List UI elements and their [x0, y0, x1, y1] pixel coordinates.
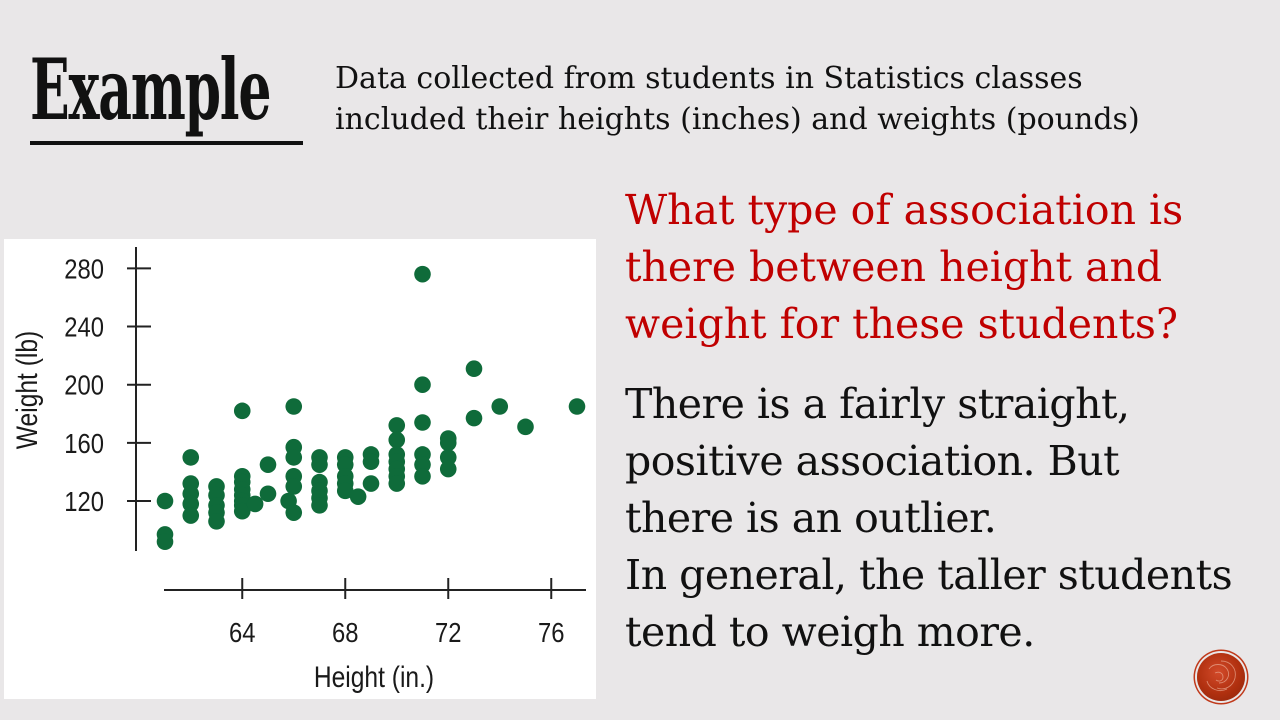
swirl-icon	[1206, 660, 1236, 692]
x-axis-label: Height (in.)	[314, 660, 434, 694]
scatter-chart: 120 160 200 240 280 64 68 72 76 Height (in.) Wei…	[10, 247, 586, 694]
data-point	[349, 488, 367, 505]
data-point	[182, 495, 200, 513]
data-point	[439, 434, 457, 452]
data-point	[182, 449, 200, 466]
data-point	[465, 360, 483, 377]
y-axis-label: Weight (lb)	[10, 331, 44, 449]
y-tick-label: 120	[64, 485, 104, 517]
data-point	[388, 431, 406, 449]
question-line: weight for these students?	[625, 300, 1178, 348]
data-point	[414, 467, 431, 485]
answer-line: There is a fairly straight,	[625, 380, 1130, 428]
data-point	[259, 456, 277, 473]
next-slide-button[interactable]	[1197, 653, 1245, 701]
x-tick-label: 68	[332, 616, 358, 648]
data-point	[233, 402, 251, 420]
slide-title: Example	[30, 40, 271, 139]
question-line: What type of association is	[625, 186, 1184, 234]
y-tick-label: 200	[64, 369, 104, 401]
answer-text: There is a fairly straight, positive ass…	[625, 376, 1275, 661]
data-point	[208, 513, 225, 530]
slide-subtitle: Data collected from students in Statisti…	[335, 58, 1265, 140]
data-point	[285, 449, 303, 466]
data-point	[388, 417, 406, 434]
data-point	[568, 398, 586, 415]
data-point	[311, 456, 328, 473]
data-point	[285, 504, 303, 521]
data-point	[182, 507, 200, 524]
question-text: What type of association is there betwee…	[625, 182, 1265, 353]
data-point	[362, 453, 380, 471]
data-point	[156, 533, 174, 551]
data-point	[414, 456, 431, 473]
answer-line: positive association. But	[625, 437, 1120, 485]
answer-line: there is an outlier.	[625, 494, 997, 542]
data-point	[285, 478, 303, 495]
question-line: there between height and	[625, 243, 1163, 291]
data-point	[388, 475, 406, 492]
x-tick-label: 64	[229, 616, 255, 648]
y-tick-label: 280	[64, 253, 104, 285]
data-point	[465, 409, 483, 427]
answer-line: In general, the taller students	[625, 551, 1233, 599]
data-point	[285, 398, 303, 415]
data-point	[414, 414, 431, 431]
data-point	[439, 460, 457, 478]
y-tick-label: 160	[64, 427, 104, 459]
data-point	[491, 398, 509, 415]
subtitle-line: included their heights (inches) and weig…	[335, 102, 1140, 137]
x-tick-label: 76	[538, 616, 564, 648]
data-point	[517, 418, 534, 436]
x-tick-label: 72	[435, 616, 461, 648]
data-point	[246, 495, 264, 513]
data-point	[233, 502, 251, 520]
data-point	[362, 475, 380, 492]
data-point	[336, 482, 354, 500]
y-tick-label: 240	[64, 311, 104, 343]
data-point	[414, 265, 431, 283]
data-point	[439, 449, 457, 466]
data-point	[259, 485, 277, 503]
answer-line: tend to weigh more.	[625, 608, 1035, 656]
data-point	[311, 497, 328, 514]
data-point	[414, 376, 431, 393]
data-point	[336, 456, 354, 473]
scatter-chart-panel: 120 160 200 240 280 64 68 72 76 Height (in.) Wei…	[4, 239, 596, 699]
data-point	[156, 492, 174, 510]
title-underline	[30, 141, 303, 145]
subtitle-line: Data collected from students in Statisti…	[335, 61, 1083, 96]
